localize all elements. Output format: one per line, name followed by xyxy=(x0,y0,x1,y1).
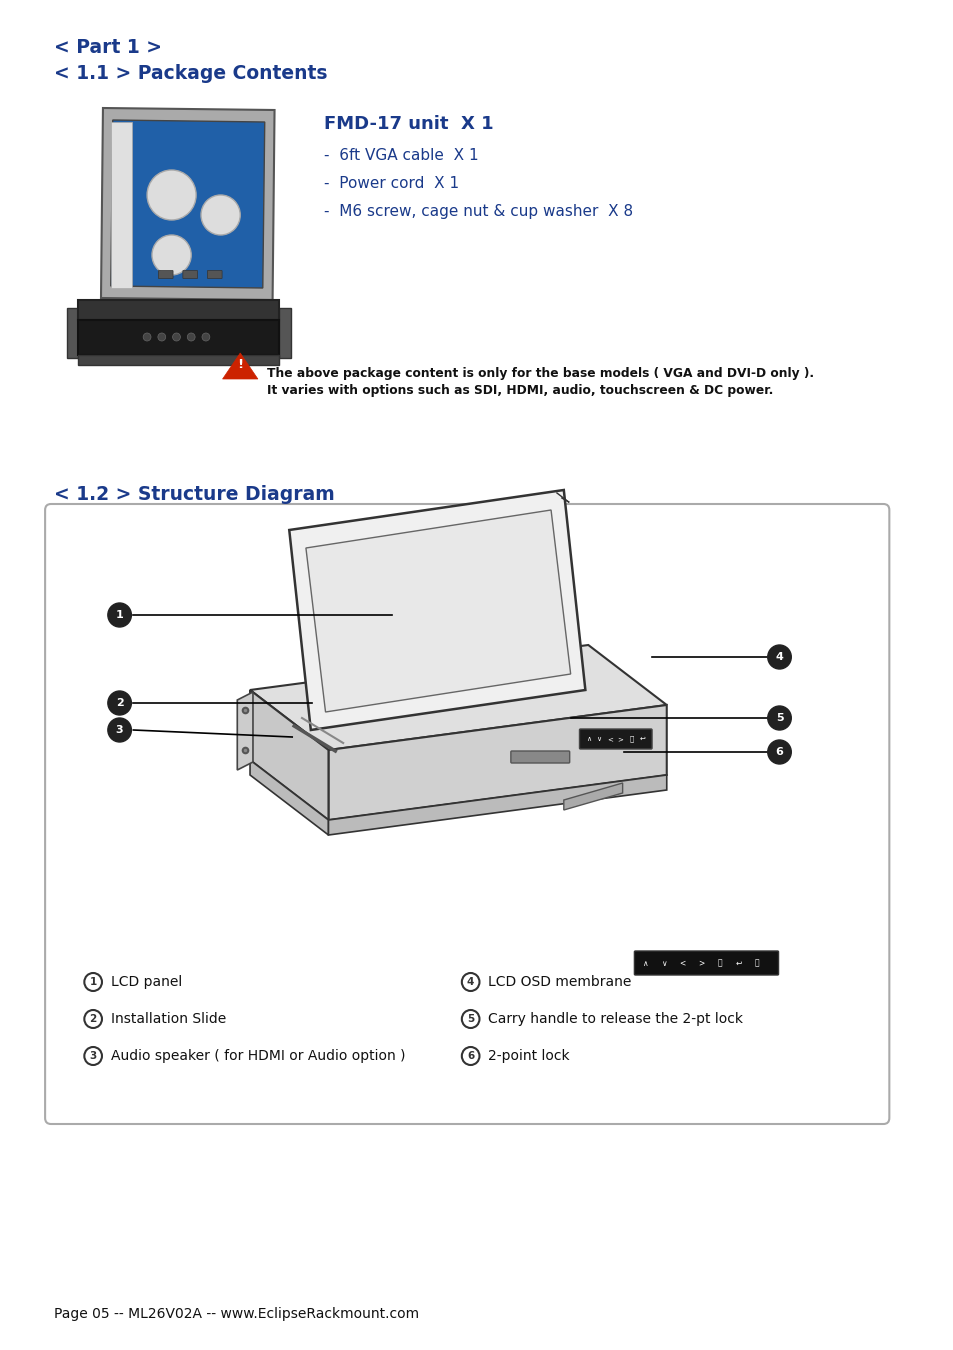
FancyBboxPatch shape xyxy=(634,950,778,975)
Circle shape xyxy=(84,1048,102,1065)
Polygon shape xyxy=(250,645,666,751)
Polygon shape xyxy=(67,308,78,358)
Text: ↩: ↩ xyxy=(639,736,644,742)
Circle shape xyxy=(767,645,790,670)
Circle shape xyxy=(84,1010,102,1027)
Text: 5: 5 xyxy=(775,713,782,724)
Text: -  6ft VGA cable  X 1: - 6ft VGA cable X 1 xyxy=(323,148,477,163)
Text: ⏻: ⏻ xyxy=(754,958,759,968)
Polygon shape xyxy=(111,122,132,288)
FancyBboxPatch shape xyxy=(578,729,651,749)
Polygon shape xyxy=(563,783,622,810)
Circle shape xyxy=(187,333,195,342)
Circle shape xyxy=(147,170,196,220)
Text: <: < xyxy=(679,958,685,968)
Polygon shape xyxy=(78,355,279,364)
Text: ∧: ∧ xyxy=(641,958,647,968)
Circle shape xyxy=(108,718,132,743)
Text: < 1.2 > Structure Diagram: < 1.2 > Structure Diagram xyxy=(54,485,335,504)
Circle shape xyxy=(152,235,191,275)
Text: Carry handle to release the 2-pt lock: Carry handle to release the 2-pt lock xyxy=(488,1012,742,1026)
Text: ∨: ∨ xyxy=(596,736,601,742)
Polygon shape xyxy=(250,690,328,819)
Circle shape xyxy=(202,333,210,342)
Text: 6: 6 xyxy=(467,1052,474,1061)
Text: < Part 1 >: < Part 1 > xyxy=(54,38,162,57)
Text: FMD-17 unit  X 1: FMD-17 unit X 1 xyxy=(323,115,493,134)
Text: 2-point lock: 2-point lock xyxy=(488,1049,569,1062)
Text: LCD OSD membrane: LCD OSD membrane xyxy=(488,975,631,990)
Polygon shape xyxy=(289,490,585,730)
Circle shape xyxy=(461,1010,479,1027)
FancyBboxPatch shape xyxy=(183,270,197,278)
Text: Installation Slide: Installation Slide xyxy=(111,1012,226,1026)
Polygon shape xyxy=(306,510,570,711)
Text: !: ! xyxy=(237,359,243,371)
Text: ∨: ∨ xyxy=(660,958,666,968)
Circle shape xyxy=(108,691,132,716)
Text: ⏸: ⏸ xyxy=(717,958,721,968)
Text: <: < xyxy=(606,736,612,742)
Text: Page 05 -- ML26V02A -- www.EclipseRackmount.com: Page 05 -- ML26V02A -- www.EclipseRackmo… xyxy=(54,1307,418,1322)
Text: -  M6 screw, cage nut & cup washer  X 8: - M6 screw, cage nut & cup washer X 8 xyxy=(323,204,632,219)
Text: 1: 1 xyxy=(115,610,123,620)
Text: 4: 4 xyxy=(466,977,474,987)
Text: < 1.1 > Package Contents: < 1.1 > Package Contents xyxy=(54,63,327,82)
FancyBboxPatch shape xyxy=(158,270,172,278)
FancyBboxPatch shape xyxy=(510,751,569,763)
Polygon shape xyxy=(78,320,279,355)
Text: LCD panel: LCD panel xyxy=(111,975,182,990)
Circle shape xyxy=(767,740,790,764)
Text: 2: 2 xyxy=(90,1014,96,1025)
Text: 2: 2 xyxy=(115,698,123,707)
Polygon shape xyxy=(328,705,666,819)
Circle shape xyxy=(461,1048,479,1065)
Polygon shape xyxy=(250,760,328,836)
Text: 6: 6 xyxy=(775,747,782,757)
FancyBboxPatch shape xyxy=(45,504,888,1125)
Polygon shape xyxy=(111,120,265,288)
Text: ↩: ↩ xyxy=(735,958,740,968)
Text: 5: 5 xyxy=(467,1014,474,1025)
Polygon shape xyxy=(78,300,279,320)
Text: >: > xyxy=(618,736,623,742)
Circle shape xyxy=(157,333,166,342)
Circle shape xyxy=(108,603,132,626)
Text: It varies with options such as SDI, HDMI, audio, touchscreen & DC power.: It varies with options such as SDI, HDMI… xyxy=(267,383,772,397)
Polygon shape xyxy=(328,775,666,836)
Text: 4: 4 xyxy=(775,652,782,662)
Text: -  Power cord  X 1: - Power cord X 1 xyxy=(323,176,458,190)
Circle shape xyxy=(767,706,790,730)
Text: The above package content is only for the base models ( VGA and DVI-D only ).: The above package content is only for th… xyxy=(267,367,813,379)
Polygon shape xyxy=(222,352,257,379)
Text: ∧: ∧ xyxy=(585,736,590,742)
Polygon shape xyxy=(101,108,274,300)
Text: 3: 3 xyxy=(90,1052,96,1061)
Circle shape xyxy=(461,973,479,991)
Circle shape xyxy=(201,194,240,235)
FancyBboxPatch shape xyxy=(207,270,222,278)
Polygon shape xyxy=(279,308,291,358)
Circle shape xyxy=(143,333,151,342)
Polygon shape xyxy=(237,693,253,770)
Circle shape xyxy=(84,973,102,991)
Text: 3: 3 xyxy=(115,725,123,734)
Text: 1: 1 xyxy=(90,977,96,987)
Text: >: > xyxy=(698,958,703,968)
Circle shape xyxy=(172,333,180,342)
Text: ⏸: ⏸ xyxy=(629,736,633,742)
Text: Audio speaker ( for HDMI or Audio option ): Audio speaker ( for HDMI or Audio option… xyxy=(111,1049,405,1062)
